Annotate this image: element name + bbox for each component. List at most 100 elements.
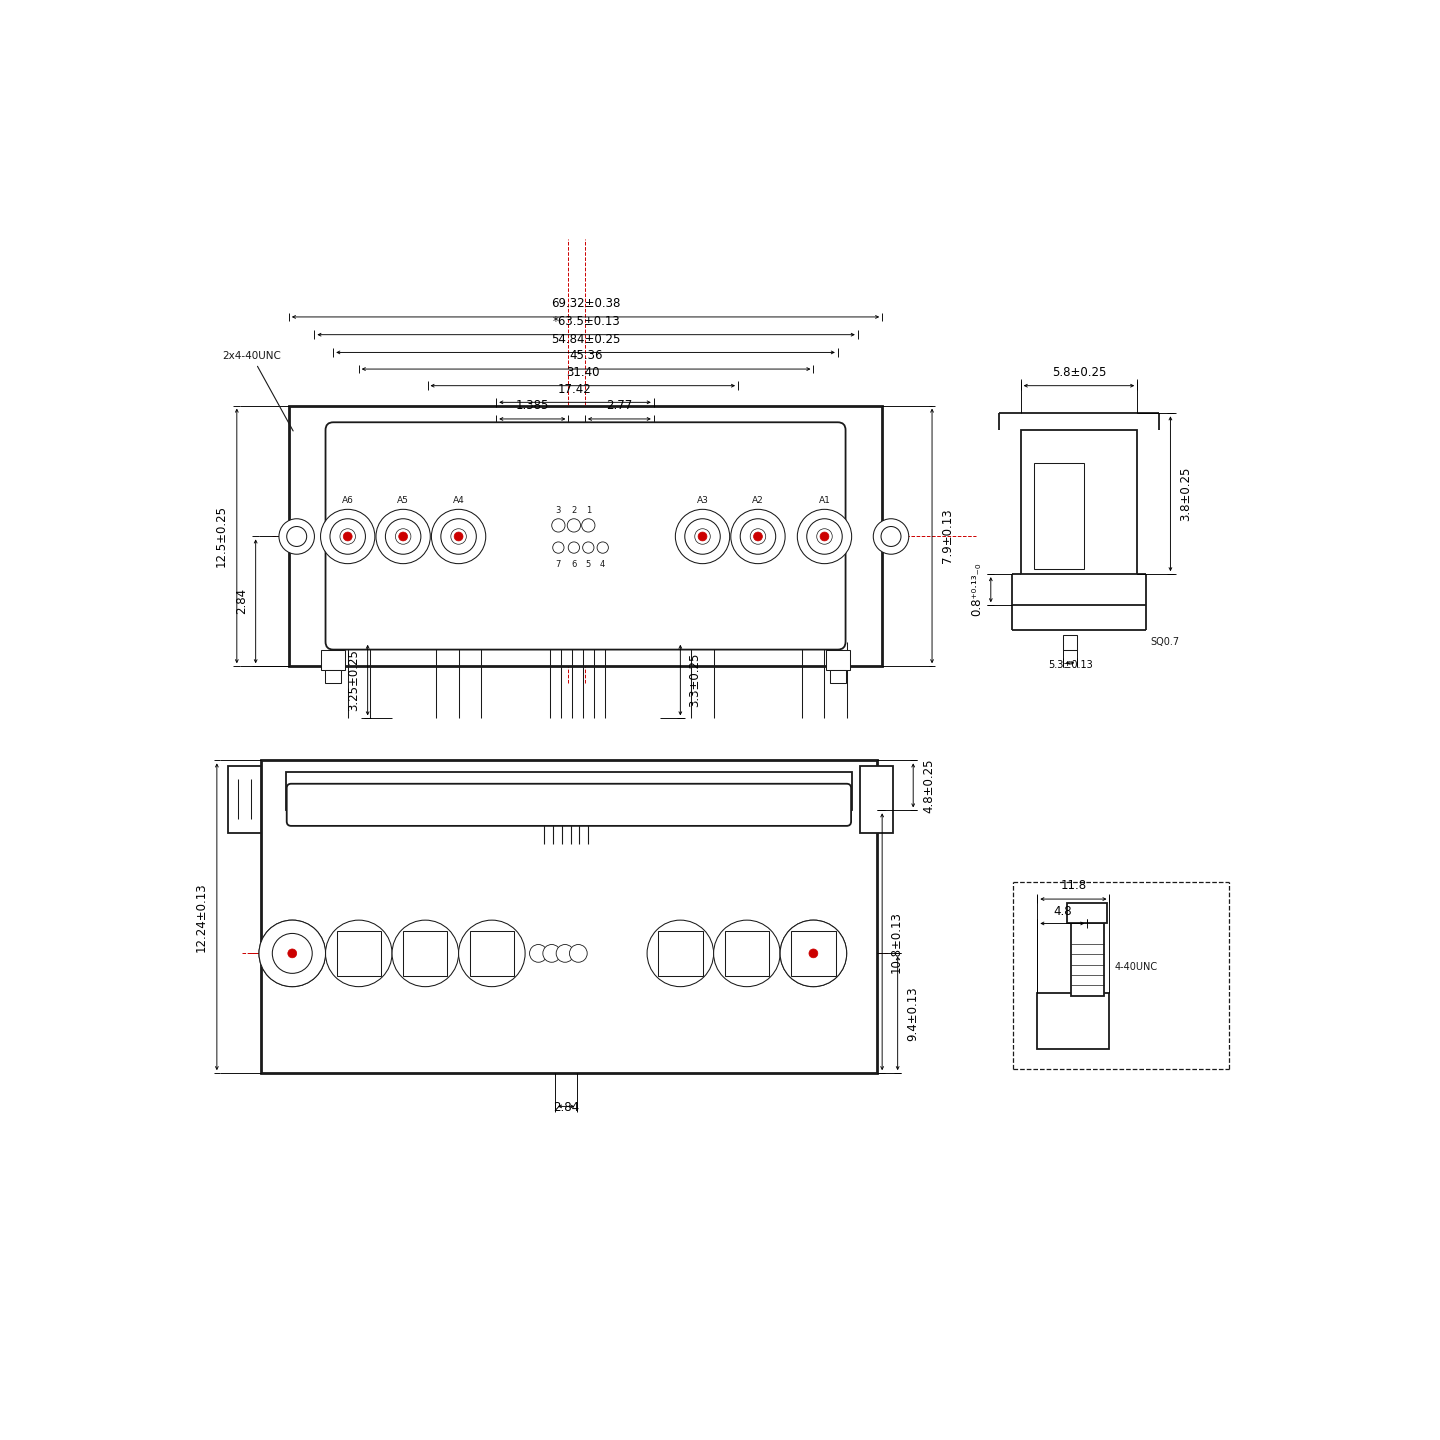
Bar [469,932,514,975]
Text: 4-40UNC: 4-40UNC [1115,962,1158,972]
Circle shape [730,510,785,563]
Circle shape [552,518,564,531]
Circle shape [272,933,312,973]
Text: 54.84±0.25: 54.84±0.25 [552,333,621,346]
Circle shape [793,933,834,973]
Circle shape [272,933,312,973]
Circle shape [727,933,768,973]
Text: 4.8±0.25: 4.8±0.25 [922,759,935,812]
Bar [1021,431,1138,575]
Text: 3.25±0.25: 3.25±0.25 [347,649,360,711]
Bar [228,766,261,832]
Circle shape [399,531,408,541]
Text: A4: A4 [452,495,465,505]
Bar [829,670,845,683]
Circle shape [451,528,467,544]
Circle shape [458,920,526,986]
Circle shape [325,920,392,986]
Circle shape [753,531,762,541]
Text: SQ0.7: SQ0.7 [1151,638,1179,648]
Text: Lightany: Lightany [395,888,560,922]
Text: 9.4±0.13: 9.4±0.13 [907,986,920,1041]
Text: 3: 3 [556,507,562,516]
Text: 4: 4 [600,560,605,569]
Text: 3.8±0.25: 3.8±0.25 [1179,467,1192,521]
Circle shape [816,528,832,544]
Bar [403,932,448,975]
Circle shape [556,945,575,962]
Text: 2.84: 2.84 [553,1102,579,1115]
Circle shape [330,518,366,554]
Text: A1: A1 [818,495,831,505]
Text: 1.385: 1.385 [516,399,549,412]
Text: 31.40: 31.40 [566,366,599,379]
Bar [724,932,769,975]
Circle shape [259,920,325,986]
Circle shape [780,920,847,986]
Bar [1063,635,1077,649]
Bar [825,649,850,670]
Text: A6: A6 [341,495,354,505]
Circle shape [472,933,511,973]
Circle shape [685,518,720,554]
Text: Lightany: Lightany [487,514,678,552]
Circle shape [530,945,547,962]
Circle shape [338,933,379,973]
Circle shape [798,510,851,563]
Bar [791,932,835,975]
Text: 10.8±0.13: 10.8±0.13 [890,912,903,972]
Text: 17.42: 17.42 [559,383,592,396]
Bar [337,932,382,975]
Circle shape [279,518,314,554]
Text: 45.36: 45.36 [569,350,603,363]
Text: 2x4-40UNC: 2x4-40UNC [222,351,294,431]
Text: 3.3±0.25: 3.3±0.25 [688,652,701,707]
Bar [1034,464,1084,569]
Text: 12.24±0.13: 12.24±0.13 [194,881,207,952]
Text: 11.8: 11.8 [1060,880,1086,893]
Text: 5.8±0.25: 5.8±0.25 [1051,366,1106,379]
Circle shape [406,933,445,973]
Circle shape [694,528,710,544]
Bar [285,772,852,811]
Bar [289,406,883,667]
Circle shape [441,518,477,554]
Circle shape [740,518,776,554]
Circle shape [661,933,700,973]
Circle shape [780,920,847,986]
Circle shape [567,518,580,531]
Text: 5: 5 [586,560,590,569]
Text: 6: 6 [572,560,576,569]
Text: 7.9±0.13: 7.9±0.13 [940,508,953,563]
FancyBboxPatch shape [287,783,851,827]
Circle shape [454,531,464,541]
Bar [1067,903,1107,923]
Circle shape [583,541,593,553]
Circle shape [386,518,420,554]
Circle shape [793,933,834,973]
Circle shape [675,510,730,563]
Bar [325,670,341,683]
Circle shape [714,920,780,986]
Circle shape [598,541,608,553]
Text: 2.77: 2.77 [606,399,632,412]
Text: A2: A2 [752,495,763,505]
Bar [658,932,703,975]
Circle shape [553,541,564,553]
Circle shape [698,531,707,541]
Circle shape [569,945,588,962]
Circle shape [819,531,829,541]
Bar [261,760,877,1073]
Circle shape [288,949,297,958]
Circle shape [287,527,307,546]
Circle shape [750,528,766,544]
Circle shape [432,510,485,563]
Bar [1070,923,1104,995]
Circle shape [396,528,410,544]
Bar [1037,994,1109,1048]
Text: 1: 1 [586,507,590,516]
Circle shape [881,527,901,546]
Text: *63.5±0.13: *63.5±0.13 [552,315,621,328]
Circle shape [582,518,595,531]
Text: A3: A3 [697,495,708,505]
